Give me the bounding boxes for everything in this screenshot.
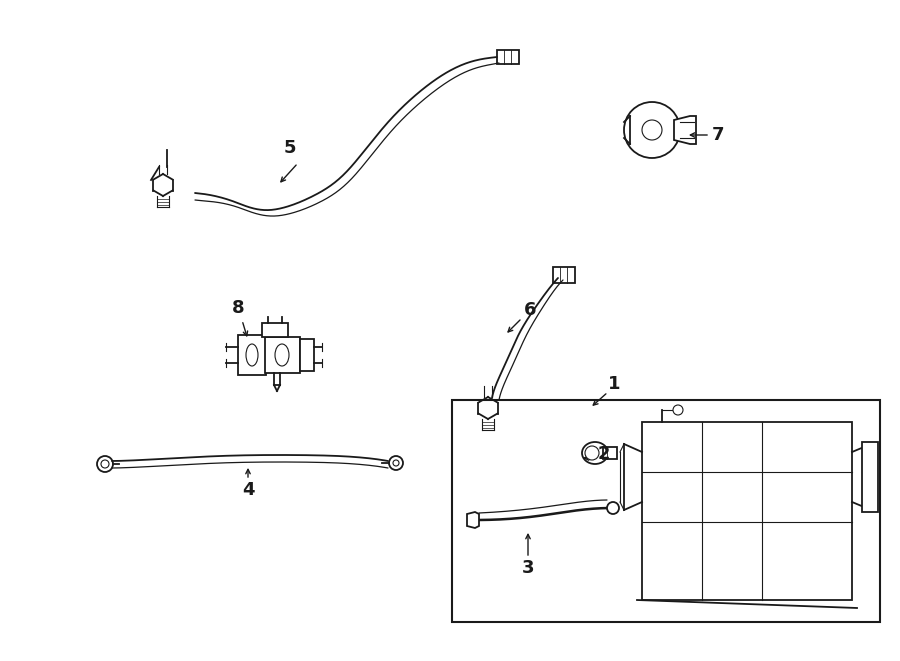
Bar	[862, 442, 878, 512]
Bar	[265, 337, 300, 373]
Bar	[603, 447, 617, 459]
Circle shape	[642, 120, 662, 140]
Bar	[452, 400, 880, 622]
Polygon shape	[467, 512, 479, 528]
Ellipse shape	[582, 442, 608, 464]
Bar	[300, 339, 314, 371]
Circle shape	[101, 460, 109, 468]
Text: 2: 2	[598, 445, 610, 463]
Text: 4: 4	[242, 481, 254, 499]
Text: 8: 8	[231, 299, 244, 317]
Circle shape	[624, 102, 680, 158]
Circle shape	[607, 502, 619, 514]
Text: 3: 3	[522, 559, 535, 577]
Ellipse shape	[585, 446, 599, 460]
Text: 6: 6	[524, 301, 536, 319]
Ellipse shape	[275, 344, 289, 366]
Bar	[262, 323, 288, 337]
Text: 5: 5	[284, 139, 296, 157]
Circle shape	[97, 456, 113, 472]
Bar	[553, 267, 575, 283]
Ellipse shape	[246, 344, 258, 366]
Bar	[642, 422, 852, 600]
Circle shape	[393, 460, 399, 466]
Circle shape	[389, 456, 403, 470]
Text: 1: 1	[608, 375, 620, 393]
Bar	[238, 335, 266, 375]
Text: 7: 7	[712, 126, 724, 144]
Polygon shape	[674, 116, 696, 144]
Bar	[497, 50, 519, 64]
Circle shape	[673, 405, 683, 415]
